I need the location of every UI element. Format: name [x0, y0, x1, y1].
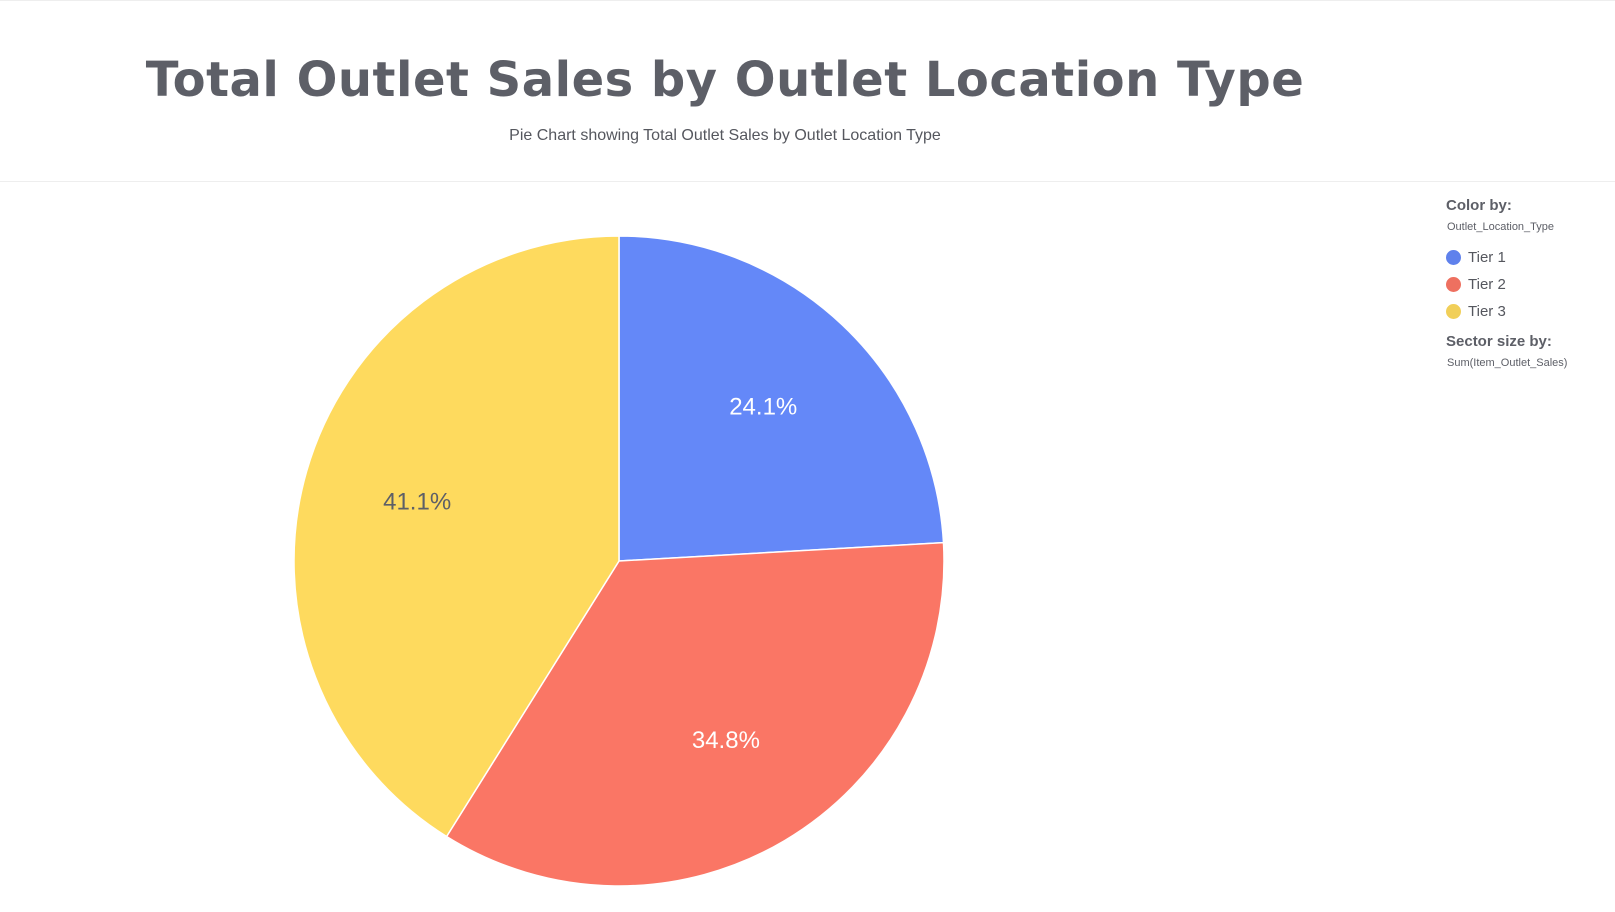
legend-color-heading: Color by: — [1446, 197, 1512, 214]
pie-slice-labels: 24.1% 34.8% 41.1% — [383, 394, 797, 754]
chart-header: Total Outlet Sales by Outlet Location Ty… — [0, 0, 1615, 180]
legend-label-tier-2: Tier 2 — [1468, 276, 1506, 293]
pie-slice-tier-2[interactable] — [445, 541, 945, 887]
chart-subtitle: Pie Chart showing Total Outlet Sales by … — [509, 127, 941, 144]
legend-color-field: Outlet_Location_Type — [1447, 221, 1555, 233]
pie-slice-tier-3[interactable] — [293, 235, 620, 838]
legend-swatch-tier-3 — [1446, 304, 1461, 319]
pie-slice-tier-1[interactable] — [618, 235, 945, 562]
pie-label-tier-2: 34.8% — [692, 727, 760, 754]
header-divider — [0, 181, 1615, 182]
legend-size-field: Sum(Item_Outlet_Sales) — [1447, 357, 1568, 369]
legend-swatch-tier-2 — [1446, 277, 1461, 292]
chart-title: Total Outlet Sales by Outlet Location Ty… — [145, 52, 1305, 108]
legend: Color by: Outlet_Location_Type Tier 1 Ti… — [1446, 197, 1606, 380]
legend-label-tier-1: Tier 1 — [1468, 249, 1506, 266]
legend-item-tier-2[interactable]: Tier 2 — [1446, 271, 1606, 298]
legend-items: Tier 1 Tier 2 Tier 3 — [1446, 244, 1606, 325]
pie-label-tier-3: 41.1% — [383, 488, 451, 515]
pie-slices — [293, 235, 945, 887]
legend-label-tier-3: Tier 3 — [1468, 303, 1506, 320]
legend-item-tier-1[interactable]: Tier 1 — [1446, 244, 1606, 271]
legend-swatch-tier-1 — [1446, 250, 1461, 265]
legend-item-tier-3[interactable]: Tier 3 — [1446, 298, 1606, 325]
top-rule — [0, 0, 1615, 1]
pie-label-tier-1: 24.1% — [729, 394, 797, 421]
legend-size-heading: Sector size by: — [1446, 333, 1552, 350]
